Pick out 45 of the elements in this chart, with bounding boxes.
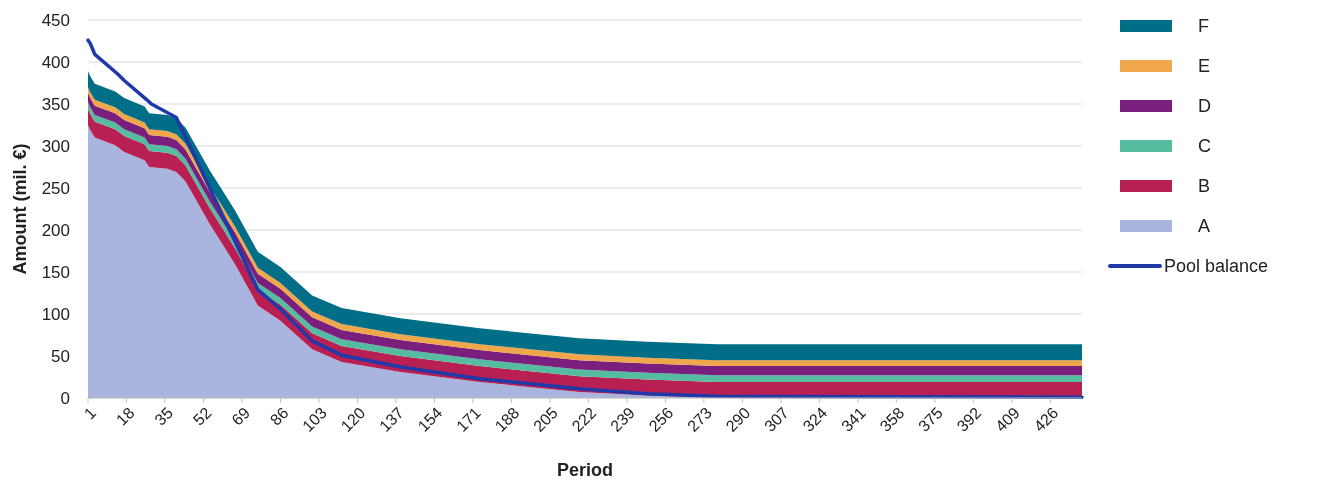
legend-label: F	[1198, 16, 1209, 37]
legend-label: C	[1198, 136, 1211, 157]
x-tick-label: 375	[915, 403, 946, 435]
x-tick-label: 256	[645, 403, 677, 435]
x-axis-title: Period	[556, 460, 614, 480]
y-tick-label: 0	[60, 388, 70, 408]
x-tick-label: 18	[112, 403, 138, 429]
x-tick-label: 392	[953, 403, 985, 435]
x-tick-label: 409	[991, 403, 1023, 435]
legend-label: E	[1198, 56, 1211, 77]
x-tick-label: 52	[189, 403, 215, 429]
x-tick-label: 290	[722, 403, 754, 435]
x-tick-label: 171	[453, 403, 485, 435]
legend-label: D	[1198, 96, 1211, 117]
x-tick-label: 137	[376, 403, 408, 435]
x-tick-label: 69	[228, 403, 254, 429]
y-tick-label: 300	[41, 136, 70, 156]
y-tick-label: 200	[41, 220, 70, 240]
x-tick-label: 358	[876, 403, 908, 435]
y-tick-label: 150	[41, 262, 70, 282]
x-tick-label: 324	[799, 403, 831, 435]
x-tick-label: 222	[568, 403, 600, 435]
y-axis-title: Amount (mil. €)	[10, 143, 30, 275]
x-tick-label: 86	[266, 403, 292, 429]
x-tick-label: 426	[1030, 403, 1062, 435]
legend-label: A	[1198, 216, 1211, 237]
y-tick-label: 350	[41, 94, 70, 114]
x-tick-label: 35	[151, 403, 177, 429]
y-tick-label: 100	[41, 304, 70, 324]
y-tick-label: 400	[41, 52, 70, 72]
legend-label: Pool balance	[1164, 256, 1269, 277]
x-tick-label: 341	[838, 403, 869, 435]
x-tick-label: 188	[491, 403, 523, 435]
x-tick-label: 205	[530, 403, 562, 435]
legend-label: B	[1198, 176, 1211, 197]
x-tick-label: 307	[761, 403, 792, 435]
y-tick-label: 50	[51, 346, 70, 366]
x-tick-label: 273	[684, 403, 716, 435]
x-tick-label: 103	[299, 403, 331, 435]
x-tick-label: 1	[80, 403, 100, 423]
x-tick-label: 239	[607, 403, 639, 435]
x-tick-label: 120	[337, 403, 369, 435]
y-tick-label: 250	[41, 178, 70, 198]
y-tick-label: 450	[41, 10, 70, 30]
x-tick-label: 154	[414, 403, 446, 435]
